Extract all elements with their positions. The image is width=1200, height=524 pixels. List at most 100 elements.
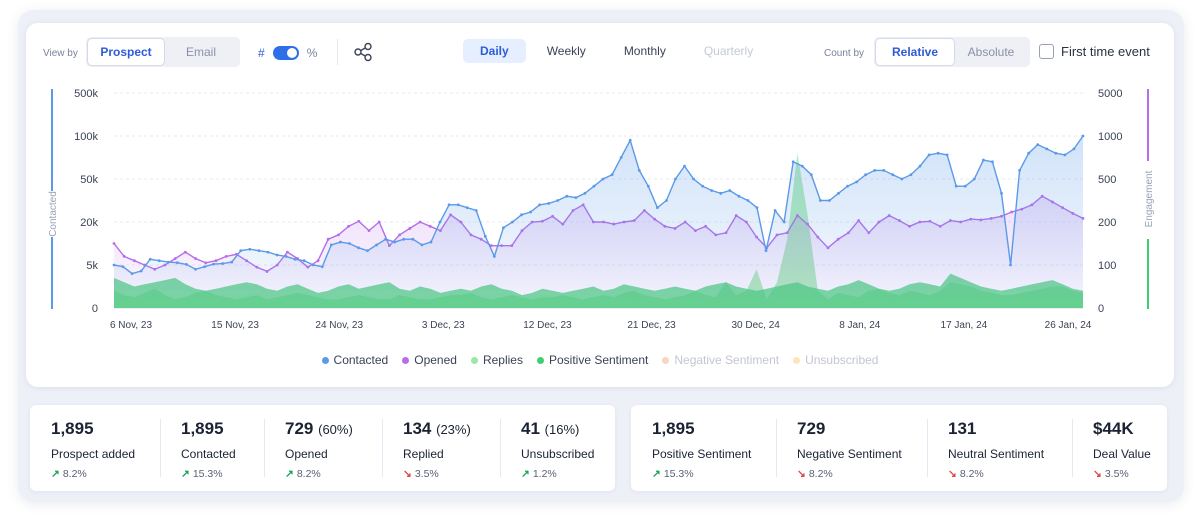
legend-item-unsubscribed[interactable]: Unsubscribed (793, 353, 878, 367)
count-by-relative-button[interactable]: Relative (876, 39, 954, 65)
contacted-point[interactable] (185, 263, 188, 266)
contacted-point[interactable] (257, 249, 261, 253)
contacted-point[interactable] (583, 191, 587, 195)
contacted-point[interactable] (918, 164, 922, 168)
opened-point[interactable] (367, 229, 371, 233)
contacted-point[interactable] (1018, 169, 1022, 172)
opened-point[interactable] (418, 220, 422, 224)
opened-point[interactable] (184, 250, 187, 254)
contacted-point[interactable] (447, 203, 451, 207)
contacted-point[interactable] (384, 237, 388, 241)
contacted-point[interactable] (529, 210, 532, 214)
opened-point[interactable] (357, 219, 361, 223)
contacted-point[interactable] (121, 265, 125, 269)
contacted-point[interactable] (465, 206, 469, 210)
contacted-point[interactable] (610, 173, 614, 177)
contacted-point[interactable] (230, 260, 234, 264)
first-time-event-toggle[interactable]: First time event (1039, 44, 1150, 59)
opened-point[interactable] (214, 259, 218, 263)
contacted-point[interactable] (755, 206, 759, 210)
opened-point[interactable] (194, 257, 198, 260)
contacted-point[interactable] (565, 194, 569, 198)
opened-point[interactable] (347, 224, 350, 228)
contacted-point[interactable] (248, 247, 252, 251)
contacted-point[interactable] (1036, 143, 1040, 146)
contacted-point[interactable] (547, 201, 551, 205)
contacted-point[interactable] (882, 169, 886, 172)
contacted-point[interactable] (212, 262, 216, 266)
contacted-point[interactable] (800, 164, 804, 168)
contacted-point[interactable] (266, 250, 270, 254)
period-monthly-tab[interactable]: Monthly (623, 44, 666, 58)
opened-point[interactable] (428, 224, 432, 228)
period-quarterly-tab[interactable]: Quarterly (703, 44, 754, 58)
contacted-point[interactable] (1081, 134, 1085, 138)
contacted-point[interactable] (483, 234, 487, 238)
contacted-point[interactable] (1054, 151, 1058, 155)
contacted-point[interactable] (357, 246, 360, 250)
contacted-point[interactable] (818, 199, 822, 202)
contacted-point[interactable] (112, 263, 116, 267)
contacted-point[interactable] (936, 151, 940, 155)
contacted-point[interactable] (293, 257, 297, 261)
contacted-point[interactable] (1045, 147, 1049, 151)
opened-point[interactable] (204, 261, 208, 265)
contacted-point[interactable] (130, 272, 134, 275)
opened-point[interactable] (398, 233, 401, 237)
contacted-point[interactable] (366, 249, 369, 253)
contacted-point[interactable] (375, 243, 379, 247)
contacted-point[interactable] (520, 213, 523, 217)
contacted-point[interactable] (828, 199, 831, 202)
contacted-point[interactable] (991, 160, 994, 164)
opened-point[interactable] (286, 250, 289, 254)
contacted-point[interactable] (909, 173, 913, 177)
opened-point[interactable] (122, 255, 126, 258)
contacted-point[interactable] (348, 242, 351, 245)
legend-item-opened[interactable]: Opened (402, 353, 457, 367)
contacted-point[interactable] (402, 237, 406, 241)
contacted-point[interactable] (855, 180, 858, 184)
contacted-point[interactable] (1000, 191, 1003, 195)
contacted-point[interactable] (393, 240, 397, 244)
contacted-point[interactable] (556, 199, 560, 202)
opened-point[interactable] (377, 220, 381, 224)
opened-point[interactable] (408, 227, 412, 230)
legend-item-contacted[interactable]: Contacted (321, 353, 388, 367)
opened-point[interactable] (490, 244, 493, 248)
opened-point[interactable] (326, 237, 330, 241)
contacted-point[interactable] (474, 209, 478, 212)
opened-point[interactable] (173, 257, 177, 260)
contacted-point[interactable] (674, 177, 677, 181)
opened-point[interactable] (316, 259, 320, 263)
contacted-point[interactable] (194, 267, 197, 271)
contacted-point[interactable] (846, 184, 849, 188)
contacted-point[interactable] (637, 169, 641, 172)
contacted-point[interactable] (873, 169, 877, 172)
opened-point[interactable] (133, 259, 136, 263)
contacted-point[interactable] (1009, 263, 1012, 267)
contacted-point[interactable] (927, 153, 931, 157)
contacted-point[interactable] (239, 249, 243, 253)
contacted-point[interactable] (791, 160, 795, 164)
contacted-point[interactable] (311, 263, 315, 267)
contacted-point[interactable] (511, 220, 514, 224)
contacted-point[interactable] (429, 240, 433, 244)
legend-item-negative-sentiment[interactable]: Negative Sentiment (662, 353, 779, 367)
contacted-point[interactable] (692, 177, 695, 181)
contacted-point[interactable] (1063, 153, 1067, 157)
contacted-point[interactable] (502, 226, 505, 230)
contacted-point[interactable] (538, 203, 542, 207)
contacted-point[interactable] (900, 177, 904, 181)
contacted-point[interactable] (683, 164, 686, 168)
contacted-point[interactable] (665, 199, 668, 202)
contacted-point[interactable] (456, 203, 460, 207)
opened-point[interactable] (112, 242, 116, 245)
contacted-point[interactable] (411, 237, 415, 241)
contacted-line[interactable] (113, 135, 1084, 275)
contacted-point[interactable] (329, 243, 333, 247)
contacted-point[interactable] (601, 177, 605, 181)
contacted-point[interactable] (782, 220, 786, 224)
contacted-point[interactable] (339, 240, 342, 244)
contacted-point[interactable] (945, 153, 949, 157)
period-daily-tab[interactable]: Daily (463, 39, 526, 63)
